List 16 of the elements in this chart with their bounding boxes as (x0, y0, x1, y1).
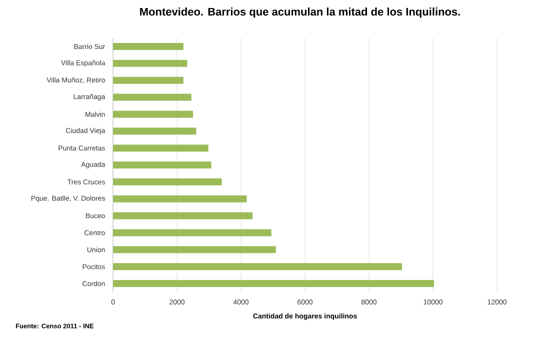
bar (113, 229, 272, 236)
bar (113, 128, 196, 135)
bar (113, 42, 184, 50)
bar (113, 162, 212, 168)
bar (113, 195, 247, 202)
bar (113, 144, 208, 152)
bar (113, 178, 222, 186)
bar (113, 94, 192, 101)
bar (113, 280, 434, 288)
bar (113, 212, 253, 220)
bar (113, 263, 402, 270)
bar (113, 60, 188, 67)
bar (113, 110, 194, 118)
chart-title: Montevideo. Barrios que acumulan la mitad de los Inquilinos. (140, 8, 460, 18)
bar (113, 76, 184, 84)
bar (113, 246, 276, 254)
